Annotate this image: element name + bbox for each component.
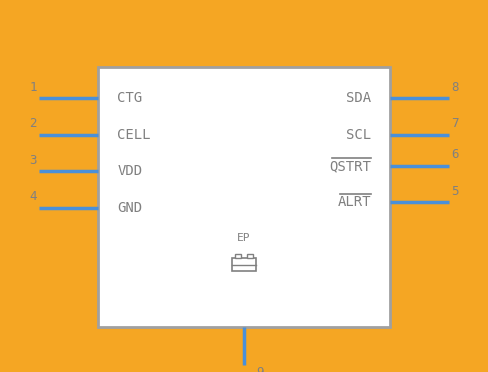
Text: 8: 8 [451, 81, 459, 94]
Text: SCL: SCL [346, 128, 371, 142]
Text: 9: 9 [256, 366, 264, 372]
Bar [98, 67, 390, 327]
Text: EP: EP [237, 233, 251, 243]
Bar [232, 258, 256, 271]
Bar [235, 254, 241, 258]
Text: 3: 3 [29, 154, 37, 167]
Text: CTG: CTG [117, 91, 142, 105]
Text: 7: 7 [451, 117, 459, 130]
Text: SDA: SDA [346, 91, 371, 105]
Text: 2: 2 [29, 117, 37, 130]
Text: 4: 4 [29, 190, 37, 203]
Text: 6: 6 [451, 148, 459, 161]
Text: VDD: VDD [117, 164, 142, 178]
Text: QSTRT: QSTRT [329, 159, 371, 173]
Bar [247, 254, 253, 258]
Text: ALRT: ALRT [337, 195, 371, 209]
Text: 1: 1 [29, 81, 37, 94]
Text: GND: GND [117, 201, 142, 215]
Text: 5: 5 [451, 185, 459, 198]
Text: CELL: CELL [117, 128, 151, 142]
